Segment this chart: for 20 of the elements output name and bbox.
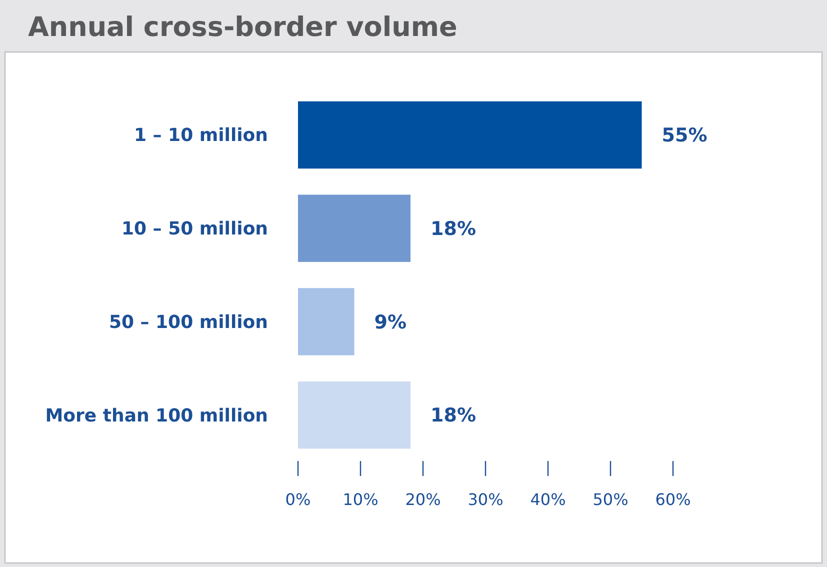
x-tick-label: 60%	[655, 490, 691, 509]
y-tick-label: 1 – 10 million	[134, 125, 268, 146]
bar	[298, 381, 410, 449]
x-tick-label: 10%	[342, 490, 378, 509]
x-tick-label: 0%	[285, 490, 311, 509]
data-label: 55%	[662, 124, 708, 147]
x-tick-label: 30%	[468, 490, 504, 509]
x-tick-label: 20%	[405, 490, 441, 509]
bar	[298, 194, 410, 262]
x-tick-label: 40%	[530, 490, 566, 509]
x-tick-label: 50%	[592, 490, 628, 509]
chart-title: Annual cross-border volume	[28, 12, 458, 43]
y-tick-label: 50 – 100 million	[108, 312, 268, 333]
data-label: 18%	[430, 404, 476, 427]
bar	[298, 288, 354, 356]
data-label: 9%	[374, 311, 407, 334]
bar	[298, 101, 642, 169]
y-tick-label: 10 – 50 million	[121, 218, 268, 240]
y-tick-label: More than 100 million	[45, 405, 268, 426]
data-label: 18%	[430, 218, 476, 240]
